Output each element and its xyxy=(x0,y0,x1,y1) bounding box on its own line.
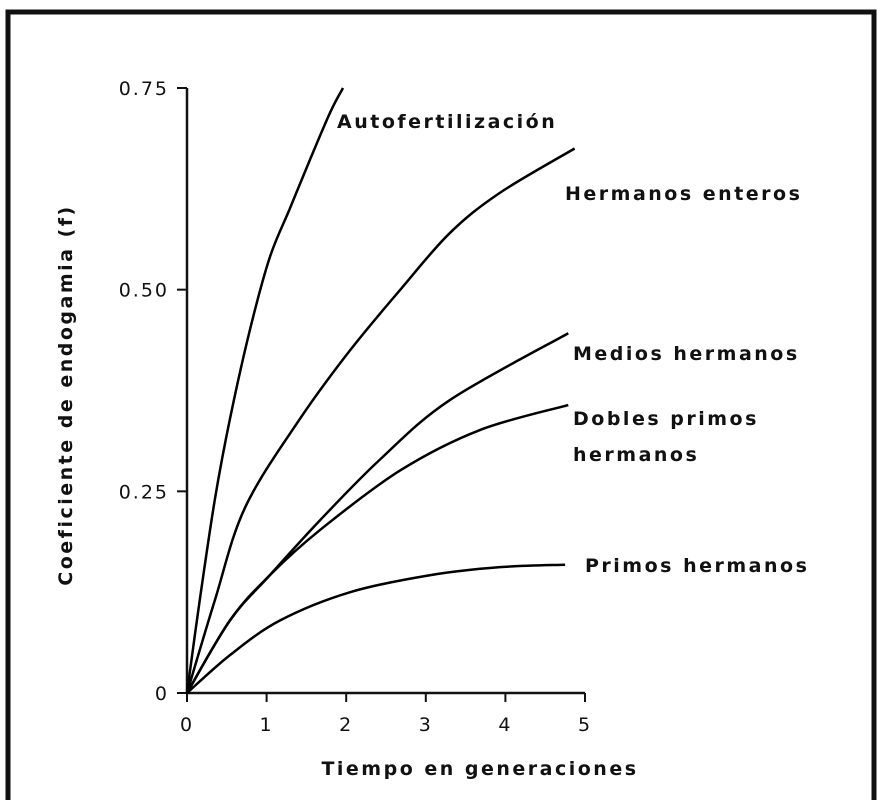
series-line xyxy=(185,147,576,694)
y-tick-label: 0 xyxy=(155,683,169,705)
series-label: Dobles primos hermanos xyxy=(573,408,759,466)
series-line xyxy=(186,563,566,694)
series-line xyxy=(185,87,345,694)
series-label: Hermanos enteros xyxy=(565,183,802,205)
x-tick-label: 3 xyxy=(419,714,433,736)
y-tick-label: 0.25 xyxy=(119,481,169,503)
x-tick-label: 5 xyxy=(578,714,592,736)
y-tick-label: 0.75 xyxy=(119,78,169,100)
frame xyxy=(5,9,877,800)
y-tick-label: 0.50 xyxy=(119,280,169,302)
series-label: Medios hermanos xyxy=(573,343,800,365)
series-label: Primos hermanos xyxy=(585,555,809,577)
series-label-line: Dobles primos xyxy=(573,408,759,430)
series-label-line: hermanos xyxy=(573,444,699,466)
x-tick-label: 1 xyxy=(260,714,274,736)
x-tick-label: 4 xyxy=(498,714,512,736)
x-tick-label: 2 xyxy=(339,714,353,736)
x-axis-label: Tiempo en generaciones xyxy=(321,758,638,780)
x-tick-label: 0 xyxy=(180,714,194,736)
series-label: Autofertilización xyxy=(337,111,557,133)
series-line xyxy=(185,403,569,694)
y-axis-label: Coeficiente de endogamia (f) xyxy=(55,204,77,585)
series-line xyxy=(185,332,569,694)
